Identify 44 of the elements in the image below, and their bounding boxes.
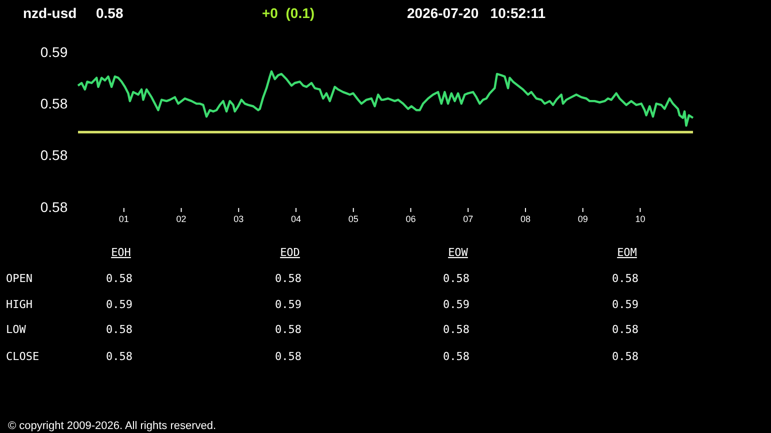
x-tick-label: 08 [520, 214, 530, 224]
text: © copyright 2009-2026. All rights reserved. [8, 420, 216, 432]
text: 0.58 [275, 350, 302, 363]
y-tick-label: 0.58 [40, 198, 68, 215]
text: 0.59 [106, 298, 132, 311]
text: 0.58 [612, 323, 638, 336]
line-series [76, 70, 694, 127]
text: +0 (0.1) [262, 5, 315, 21]
text: 0.58 [612, 272, 638, 285]
text: 0.58 [96, 5, 124, 21]
category-label: HIGH [6, 298, 32, 311]
chart-title: nzd-usd [23, 5, 77, 21]
text: 0.58 [275, 272, 302, 285]
x-tick-label: 09 [578, 214, 588, 224]
category-label: EOD [280, 246, 300, 259]
x-tick-label: 02 [176, 214, 186, 224]
category-label: OPEN [6, 272, 32, 285]
text: 0.58 [106, 272, 132, 285]
text: 0.58 [443, 272, 470, 285]
text: 0.58 [275, 323, 302, 336]
text: 0.58 [612, 350, 638, 363]
text: 0.59 [612, 298, 638, 311]
x-tick-label: 01 [118, 214, 129, 224]
y-tick-label: 0.59 [40, 44, 68, 60]
category-label: EOW [448, 246, 468, 259]
x-tick-label: 06 [406, 214, 416, 224]
text: 0.59 [443, 298, 470, 311]
x-tick-label: 03 [234, 214, 244, 224]
text: 0.58 [106, 323, 132, 336]
category-label: CLOSE [6, 350, 40, 363]
text: 0.58 [443, 323, 470, 336]
text: 0.58 [106, 350, 132, 363]
x-tick-label: 10 [635, 214, 646, 224]
x-tick-label: 04 [290, 214, 302, 224]
x-tick-label: 07 [463, 214, 474, 224]
y-tick-label: 0.58 [40, 96, 68, 112]
x-tick-label: 05 [348, 214, 358, 224]
text: 2026-07-20 10:52:11 [407, 5, 546, 21]
category-label: LOW [6, 323, 26, 336]
y-tick-label: 0.58 [40, 147, 68, 164]
text: 0.58 [443, 350, 470, 363]
category-label: EOH [111, 246, 131, 259]
category-label: EOM [617, 246, 638, 259]
text: 0.59 [275, 298, 302, 311]
